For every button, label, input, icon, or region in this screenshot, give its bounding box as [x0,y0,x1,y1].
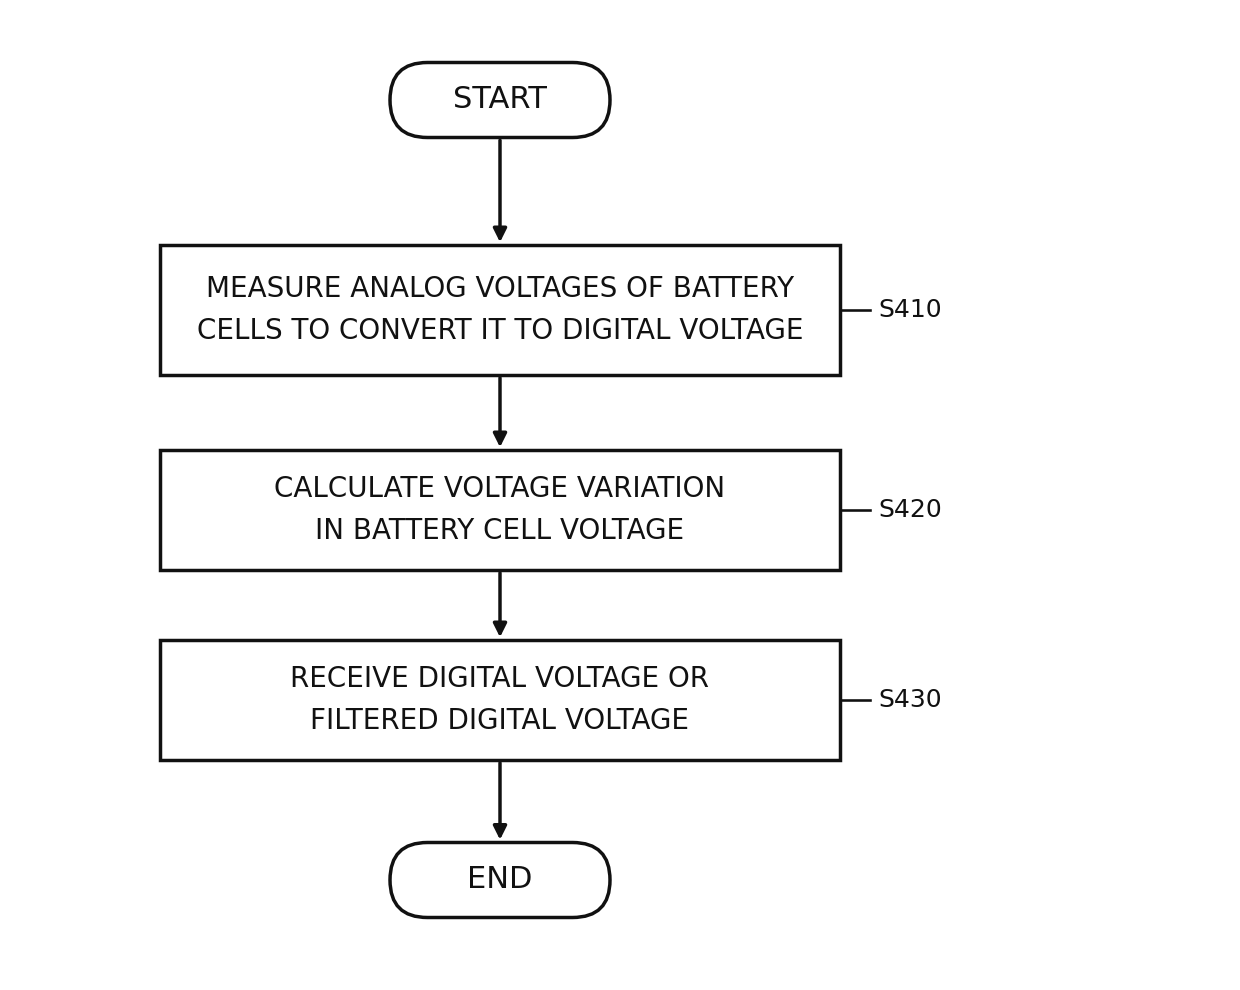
Text: CALCULATE VOLTAGE VARIATION
IN BATTERY CELL VOLTAGE: CALCULATE VOLTAGE VARIATION IN BATTERY C… [274,475,725,544]
Text: START: START [453,85,547,115]
FancyBboxPatch shape [391,842,610,918]
Text: END: END [467,865,533,895]
FancyBboxPatch shape [391,62,610,138]
Text: MEASURE ANALOG VOLTAGES OF BATTERY
CELLS TO CONVERT IT TO DIGITAL VOLTAGE: MEASURE ANALOG VOLTAGES OF BATTERY CELLS… [197,275,804,345]
Text: RECEIVE DIGITAL VOLTAGE OR
FILTERED DIGITAL VOLTAGE: RECEIVE DIGITAL VOLTAGE OR FILTERED DIGI… [290,665,709,735]
Text: S430: S430 [878,688,941,712]
Bar [160,450,839,570]
Bar [160,245,839,375]
Bar [160,640,839,760]
Text: S410: S410 [878,298,941,322]
Text: S420: S420 [878,498,941,522]
